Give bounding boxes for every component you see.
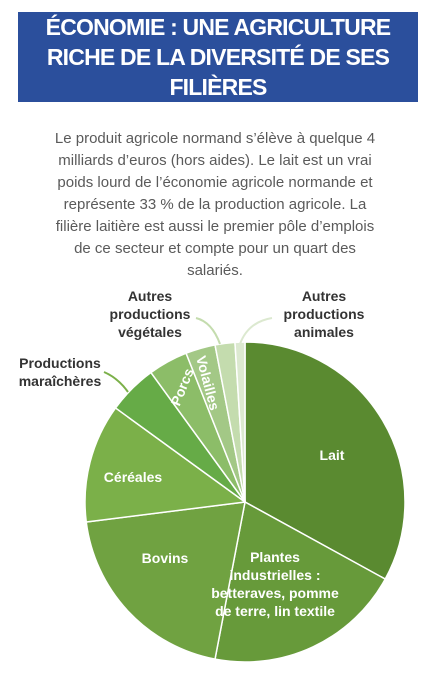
intro-text: Le produit agricole normand s’élève à qu… <box>54 130 376 279</box>
slice-label: Productions maraîchères <box>18 355 102 389</box>
leader-line <box>103 371 129 393</box>
title: ÉCONOMIE : UNE AGRICULTURE RICHE DE LA D… <box>45 14 391 100</box>
pie-slice <box>214 500 387 663</box>
slice-label: Autres productions animales <box>283 288 365 340</box>
slice-label: Lait <box>319 447 345 463</box>
slice-label: Céréales <box>103 469 163 485</box>
header: ÉCONOMIE : UNE AGRICULTURE RICHE DE LA D… <box>18 12 418 102</box>
slice-label: Bovins <box>141 550 189 566</box>
leader-line <box>195 317 221 345</box>
pie-slice <box>244 341 406 581</box>
slice-label: Autres productions végétales <box>109 288 191 340</box>
pie-slice <box>84 406 247 523</box>
slice-label: Plantes industrielles : betteraves, pomm… <box>211 549 339 619</box>
pie-slice <box>85 501 246 661</box>
leader-line <box>239 317 273 345</box>
